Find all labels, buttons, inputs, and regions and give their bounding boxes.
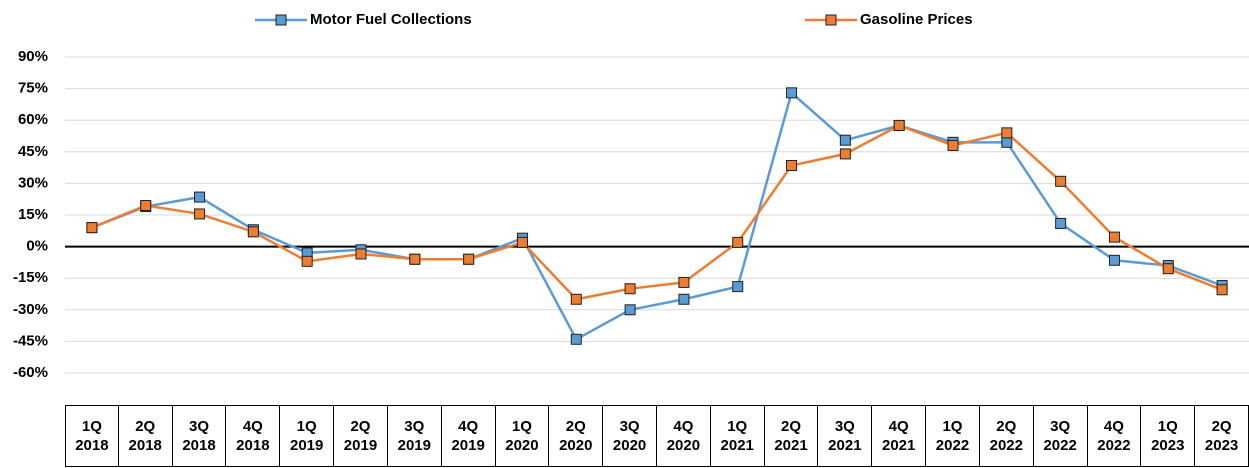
y-tick-label: 60% [18, 111, 48, 128]
y-tick-label: 75% [18, 80, 48, 97]
x-tick-cell: 3Q 2022 [1033, 405, 1088, 467]
x-tick-label: 4Q 2020 [666, 418, 701, 454]
y-tick-label: 15% [18, 206, 48, 223]
x-tick-label: 1Q 2021 [720, 418, 754, 454]
point [947, 139, 959, 151]
y-tick-label: -45% [13, 332, 48, 349]
point [1055, 217, 1067, 229]
legend-marker [825, 14, 837, 26]
x-tick-cell: 4Q 2021 [872, 405, 927, 467]
x-tick-cell: 4Q 2018 [226, 405, 281, 467]
x-tick-label: 3Q 2022 [1043, 418, 1077, 454]
point [570, 333, 582, 345]
x-tick-cell: 4Q 2019 [441, 405, 496, 467]
x-tick-cell: 1Q 2022 [926, 405, 980, 467]
x-tick-cell: 1Q 2020 [495, 405, 550, 467]
series-line [91, 124, 1223, 301]
point [1108, 231, 1120, 243]
point [678, 293, 690, 305]
x-tick-label: 3Q 2019 [397, 418, 431, 454]
point [1108, 254, 1120, 266]
x-tick-label: 1Q 2022 [935, 418, 970, 454]
legend-label: Gasoline Prices [860, 11, 973, 28]
point [732, 281, 744, 293]
point [86, 222, 98, 234]
x-tick-cell: 1Q 2021 [710, 405, 765, 467]
y-tick-label: 45% [18, 143, 48, 160]
x-tick-label: 2Q 2018 [128, 418, 162, 454]
x-tick-label: 2Q 2021 [774, 418, 808, 454]
point [732, 236, 744, 248]
point [624, 283, 636, 295]
x-tick-cell: 2Q 2022 [979, 405, 1034, 467]
point [516, 236, 528, 248]
y-tick-label: -15% [13, 269, 48, 286]
point [463, 253, 475, 265]
point [786, 87, 798, 99]
point [570, 293, 582, 305]
x-tick-label: 3Q 2020 [612, 418, 647, 454]
x-tick-cell: 1Q 2018 [65, 405, 119, 467]
series-line [91, 90, 1223, 341]
x-tick-cell: 2Q 2020 [549, 405, 604, 467]
x-tick-label: 1Q 2018 [75, 418, 109, 454]
point [194, 191, 206, 203]
x-tick-label: 1Q 2023 [1151, 418, 1185, 454]
point [247, 226, 259, 238]
point [409, 253, 421, 265]
y-tick-label: 30% [18, 174, 48, 191]
x-tick-label: 1Q 2020 [505, 418, 539, 454]
x-tick-label: 2Q 2020 [559, 418, 593, 454]
x-tick-label: 4Q 2022 [1097, 418, 1131, 454]
point [1216, 284, 1228, 296]
y-tick-label: -60% [13, 364, 48, 381]
y-tick-label: 90% [18, 48, 48, 65]
y-tick-label: 0% [26, 238, 48, 255]
x-tick-label: 1Q 2019 [289, 418, 324, 454]
point [839, 148, 851, 160]
x-tick-cell: 3Q 2018 [172, 405, 227, 467]
legend-marker [275, 14, 287, 26]
point [893, 119, 905, 131]
x-tick-cell: 3Q 2019 [387, 405, 442, 467]
point [301, 255, 313, 267]
x-tick-label: 3Q 2021 [828, 418, 862, 454]
point [624, 304, 636, 316]
point [140, 200, 152, 212]
point [839, 134, 851, 146]
x-tick-label: 2Q 2023 [1204, 418, 1239, 454]
x-tick-label: 2Q 2019 [343, 418, 378, 454]
x-tick-cell: 1Q 2023 [1141, 405, 1196, 467]
x-tick-label: 2Q 2022 [989, 418, 1023, 454]
x-tick-cell: 2Q 2018 [118, 405, 173, 467]
point [786, 159, 798, 171]
point [1001, 127, 1013, 139]
x-tick-label: 4Q 2021 [881, 418, 916, 454]
x-tick-cell: 3Q 2020 [603, 405, 657, 467]
x-tick-label: 4Q 2018 [236, 418, 270, 454]
x-tick-cell: 2Q 2019 [334, 405, 388, 467]
x-tick-cell: 4Q 2020 [657, 405, 711, 467]
x-tick-cell: 4Q 2022 [1087, 405, 1142, 467]
x-tick-label: 3Q 2018 [182, 418, 216, 454]
legend-label: Motor Fuel Collections [310, 11, 472, 28]
point [1001, 136, 1013, 148]
point [355, 248, 367, 260]
x-tick-cell: 2Q 2023 [1195, 405, 1249, 467]
x-tick-cell: 2Q 2021 [764, 405, 819, 467]
x-tick-label: 4Q 2019 [451, 418, 485, 454]
x-tick-cell: 3Q 2021 [818, 405, 873, 467]
x-tick-cell: 1Q 2019 [280, 405, 335, 467]
point [678, 276, 690, 288]
point [1055, 175, 1067, 187]
y-tick-label: -30% [13, 301, 48, 318]
point [1162, 263, 1174, 275]
point [194, 208, 206, 220]
